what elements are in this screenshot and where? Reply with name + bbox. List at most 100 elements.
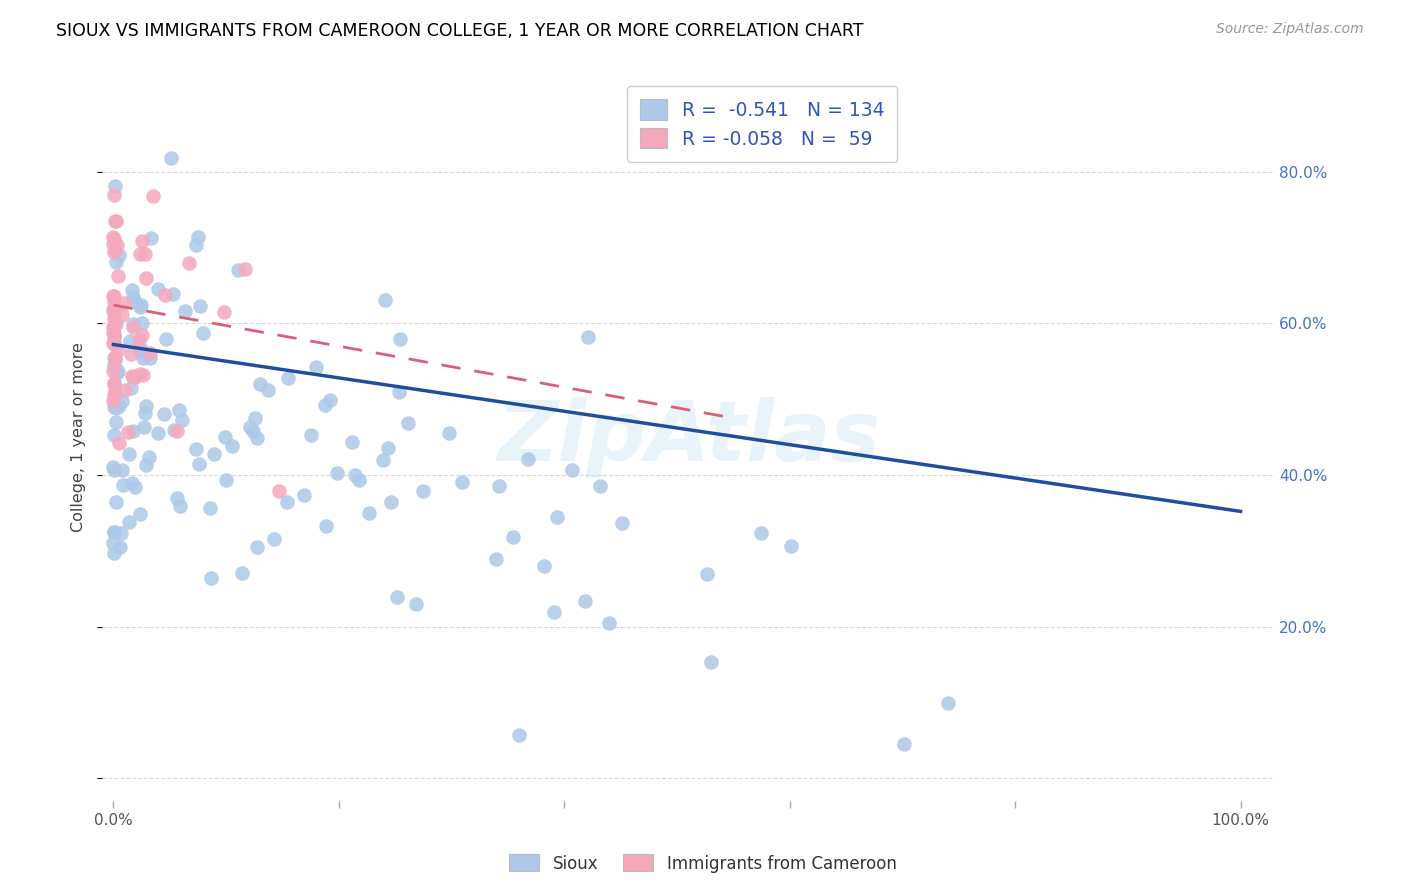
Point [543,605,565,619]
Point [105,366,128,380]
Point [163,423,186,437]
Point [243,411,266,425]
Point [103,303,125,318]
Point [103,336,125,351]
Point [359,506,381,520]
Point [124,369,146,384]
Point [610,516,633,530]
Point [129,367,152,381]
Point [214,430,236,444]
Point [695,567,717,582]
Point [103,325,125,339]
Point [103,428,125,442]
Point [188,299,211,313]
Point [574,594,596,608]
Point [103,394,125,409]
Point [122,290,145,304]
Point [121,370,143,384]
Point [103,288,125,302]
Point [485,551,508,566]
Point [111,478,134,492]
Point [105,495,128,509]
Point [103,289,125,303]
Point [103,319,125,334]
Point [120,334,142,348]
Point [108,540,131,554]
Point [344,468,367,483]
Point [177,256,200,270]
Point [374,293,396,308]
Point [318,392,340,407]
Point [405,597,427,611]
Point [166,424,188,438]
Point [128,247,150,261]
Point [103,392,125,407]
Point [249,376,271,391]
Point [103,388,125,402]
Point [103,232,125,246]
Point [103,329,125,343]
Point [103,460,125,475]
Point [148,425,170,440]
Point [561,463,583,477]
Point [315,519,337,533]
Point [508,729,530,743]
Point [103,463,125,477]
Point [132,419,155,434]
Point [451,475,474,489]
Point [893,737,915,751]
Point [129,342,152,356]
Point [114,383,136,397]
Point [103,351,125,365]
Point [162,287,184,301]
Point [277,371,299,385]
Point [107,364,129,378]
Point [305,359,328,374]
Point [187,230,209,244]
Point [576,330,599,344]
Point [134,406,156,420]
Point [104,214,127,228]
Point [780,539,803,553]
Point [104,384,127,399]
Point [299,428,322,442]
Point [103,312,125,326]
Point [103,187,125,202]
Point [103,377,125,392]
Point [488,479,510,493]
Point [502,530,524,544]
Point [103,236,125,251]
Point [122,320,145,334]
Point [517,452,540,467]
Point [117,425,139,439]
Point [103,230,125,244]
Point [153,288,176,302]
Point [242,424,264,438]
Point [215,473,238,487]
Point [135,458,157,472]
Point [103,376,125,391]
Point [699,655,721,669]
Point [124,479,146,493]
Point [104,178,127,193]
Point [111,462,134,476]
Point [105,416,128,430]
Point [103,524,125,539]
Point [121,369,143,384]
Point [121,283,143,297]
Point [314,398,336,412]
Point [263,532,285,546]
Point [118,515,141,529]
Point [373,453,395,467]
Point [138,351,160,365]
Point [146,282,169,296]
Point [142,189,165,203]
Point [546,510,568,524]
Point [749,525,772,540]
Point [347,474,370,488]
Point [239,420,262,434]
Point [396,417,419,431]
Point [103,360,125,375]
Point [276,494,298,508]
Point [103,301,125,315]
